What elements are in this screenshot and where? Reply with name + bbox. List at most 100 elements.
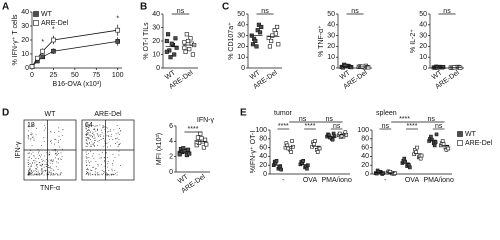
flow-event [97,163,99,165]
flow-event [29,150,31,152]
flow-event [101,151,103,153]
flow-event [100,173,102,175]
point [190,52,195,57]
point [204,142,209,147]
y-tick-label: 0 [365,171,369,178]
flow-event [88,142,90,144]
flow-event [28,172,30,174]
flow-event [90,134,92,136]
flow-event [89,131,91,133]
flow-event [95,171,96,173]
flow-event [87,133,89,135]
flow-event [32,162,33,164]
significance: ns [443,8,451,15]
point [269,38,274,44]
significance: ns [299,116,307,123]
point [408,165,412,170]
flow-event [97,144,98,146]
point [254,44,259,49]
point [185,38,191,44]
flow-event [86,157,88,159]
page: A 0 10 20 30 40% IFN-γ⁺ T cells 0 25 50 75 100 B16-… [2,1,493,195]
flow-event [61,135,63,136]
flow-event [41,169,43,171]
flow-event [93,142,95,144]
point [199,136,204,141]
point [403,159,408,164]
flow-event [115,143,117,144]
flow-event [45,127,46,129]
flow-event [87,129,89,131]
y-tick-label: 30 [419,32,427,39]
flow-event [103,157,105,158]
flow-event [90,139,91,141]
flow-event [88,137,90,139]
point [278,164,283,168]
flow-event [116,137,118,139]
flow-event [55,148,57,150]
flow-event [104,128,106,130]
y-tick-label: 40 [21,9,29,16]
flow-event [102,126,104,128]
flow-event [35,171,37,173]
flow-event [107,135,109,137]
flow-event [112,160,114,162]
flow-event [50,169,52,171]
flow-event [40,156,41,158]
flow-event [47,160,49,162]
x-tick-label: 25 [50,72,58,79]
flow-event [85,134,87,136]
legend-swatch [33,20,39,26]
point [166,32,171,37]
series-line [31,41,118,67]
flow-event [92,133,94,134]
flow-event [91,135,93,137]
flow-event [105,172,107,174]
flow-event [32,160,34,162]
point [402,156,407,161]
flow-event [100,164,102,166]
significance: **** [278,123,289,130]
flow-event [87,153,89,154]
significance: **** [407,123,418,130]
flow-event [27,166,29,168]
x-tick-label: OVA [405,177,420,184]
x-tick-label: 100 [112,72,124,79]
flow-event [89,165,91,167]
y-tick-label: 30 [237,32,245,39]
flow-event [37,170,39,172]
flow-event [28,126,29,128]
flow-event [106,127,108,129]
flow-event [37,166,39,168]
flow-event [36,174,38,176]
y-tick-label: 30 [327,32,335,39]
flow-event [106,174,108,176]
flow-event [102,124,104,126]
flow-event [50,174,51,176]
x-axis-label: B16-OVA (x10³) [53,81,102,88]
flow-event [31,136,33,138]
flow-event [35,174,37,176]
flow-event [120,130,122,131]
flow-event [91,136,93,138]
flow-event [35,158,37,160]
y-tick-label: 50 [327,11,335,18]
flow-event [40,165,42,167]
flow-event [50,142,52,144]
y-tick-label: 40 [259,153,267,160]
flow-event [53,174,55,176]
flow-event [44,170,46,172]
point [35,55,40,61]
flow-event [85,161,87,163]
flow-event [101,132,103,134]
flow-event [112,162,114,164]
y-tick-label: 10 [21,51,29,58]
legend-label: ARE-Del [41,20,69,27]
flow-event [50,141,51,143]
flow-event [91,170,93,171]
point [183,49,188,54]
flow-event [44,155,46,157]
flow-event [31,145,33,147]
flow-event [85,133,87,135]
flow-event [105,126,107,128]
